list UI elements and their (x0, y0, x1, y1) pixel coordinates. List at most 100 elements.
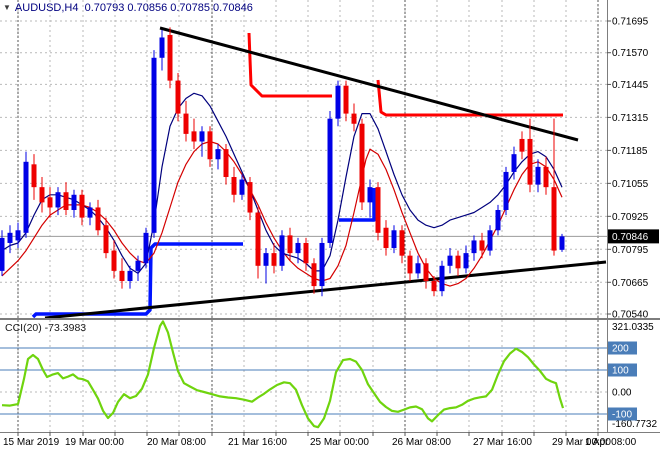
candle-body (215, 149, 221, 160)
candle-body (551, 187, 557, 251)
candle-body (15, 230, 21, 241)
price-tick-label: 0.70925 (612, 212, 649, 223)
candle-body (103, 225, 109, 254)
cci-line (1, 320, 565, 429)
candle-body (23, 161, 29, 233)
candle-body (231, 177, 237, 195)
price-tick-label: 0.70540 (612, 310, 649, 321)
chart-header: ▼ AUDUSD,H4 0.70793 0.70856 0.70785 0.70… (3, 2, 253, 14)
candle-body (471, 240, 477, 254)
candle-body (167, 34, 173, 81)
cci-zero-label: 0.00 (612, 388, 632, 399)
current-price-value: 0.70846 (612, 232, 649, 243)
time-tick-label: 26 Mar 08:00 (392, 437, 451, 448)
candle-body (247, 182, 253, 213)
time-tick-label: 29 Mar 00:00 (552, 437, 611, 448)
cci-axis[interactable]: 321.0335 -160.7732 0.00 200 100 -100 (608, 322, 657, 430)
candle-body (351, 113, 357, 124)
candle-body (479, 240, 485, 251)
candle-body (71, 194, 77, 210)
cci-level-value: 200 (612, 344, 629, 355)
candle-body (31, 164, 37, 188)
candle-body (119, 270, 125, 282)
candle-body (207, 131, 213, 160)
time-tick-label: 1 Apr 08:00 (585, 437, 637, 448)
cci-max-label: 321.0335 (612, 322, 654, 333)
candle-body (223, 149, 229, 178)
cci-indicator-header: CCI(20) -73.3983 (5, 322, 86, 334)
candle-body (295, 242, 301, 254)
candle-body (263, 253, 269, 266)
candle-body (191, 131, 197, 142)
price-tick-label: 0.71445 (612, 80, 649, 91)
candle-body (535, 166, 541, 185)
symbol-dropdown-icon[interactable]: ▼ (3, 3, 11, 12)
candle-body (239, 179, 245, 195)
ascending-trendline (44, 260, 607, 320)
candle-body (367, 187, 373, 203)
price-tick-label: 0.71570 (612, 48, 649, 59)
time-tick-label: 15 Mar 2019 (3, 437, 60, 448)
candle-body (455, 255, 461, 269)
cci-level-tag (608, 363, 637, 377)
candle-body (375, 187, 381, 233)
stop-level-segments (31, 32, 563, 319)
candle-body (311, 263, 317, 287)
candle-body (527, 138, 533, 185)
candle-body (495, 209, 501, 231)
candle-body (79, 194, 85, 218)
candle-body (559, 236, 565, 250)
pane-borders (0, 0, 660, 433)
candle-body (255, 212, 261, 266)
price-tick-label: 0.71695 (612, 17, 649, 28)
candle-body (511, 154, 517, 172)
candle-body (111, 250, 117, 271)
price-tick-label: 0.71315 (612, 113, 649, 124)
candle-body (7, 232, 13, 243)
resistance-step-line (376, 79, 563, 117)
cci-min-label: -160.7732 (612, 419, 657, 430)
candle-body (143, 232, 149, 264)
candle-body (543, 166, 549, 188)
trendlines[interactable] (44, 26, 607, 320)
candle-body (463, 253, 469, 269)
cci-indicator-label: CCI(20) -73.3983 (5, 322, 87, 334)
candle-body (287, 235, 293, 254)
time-tick-label: 25 Mar 00:00 (310, 437, 369, 448)
candle-body (151, 57, 157, 233)
candle-body (159, 37, 165, 58)
candle-body (407, 255, 413, 274)
time-tick-label: 21 Mar 16:00 (228, 437, 287, 448)
candle-body (359, 123, 365, 203)
cci-level-tag (608, 341, 637, 355)
candle-body (271, 253, 277, 266)
time-tick-label: 19 Mar 00:00 (65, 437, 124, 448)
time-axis[interactable]: 15 Mar 2019 19 Mar 00:00 20 Mar 08:00 21 Ma… (3, 432, 637, 448)
chart-title-ohlc: AUDUSD,H4 0.70793 0.70856 0.70785 0.7084… (14, 2, 253, 14)
candle-body (343, 85, 349, 114)
candle-body (199, 131, 205, 142)
candle-body (503, 171, 509, 210)
price-tick-label: 0.71055 (612, 179, 649, 190)
candle-body (175, 80, 181, 114)
price-tick-label: 0.70795 (612, 245, 649, 256)
candle-body (95, 207, 101, 231)
candle-body (327, 118, 333, 243)
time-tick-label: 27 Mar 16:00 (473, 437, 532, 448)
candle-body (519, 138, 525, 152)
candle-body (87, 207, 93, 218)
support-step-line (31, 242, 243, 319)
candle-body (39, 187, 45, 203)
candle-body (415, 263, 421, 274)
candle-body (423, 263, 429, 282)
candle-body (279, 235, 285, 266)
cci-level-value: -100 (612, 410, 632, 421)
candle-body (55, 192, 61, 208)
price-axis[interactable]: 0.71695 0.71570 0.71445 0.71315 0.71185 0.710… (607, 17, 659, 321)
candle-body (303, 242, 309, 264)
candle-body (383, 227, 389, 249)
cci-level-tag (608, 407, 637, 421)
period-separators (17, 0, 599, 432)
